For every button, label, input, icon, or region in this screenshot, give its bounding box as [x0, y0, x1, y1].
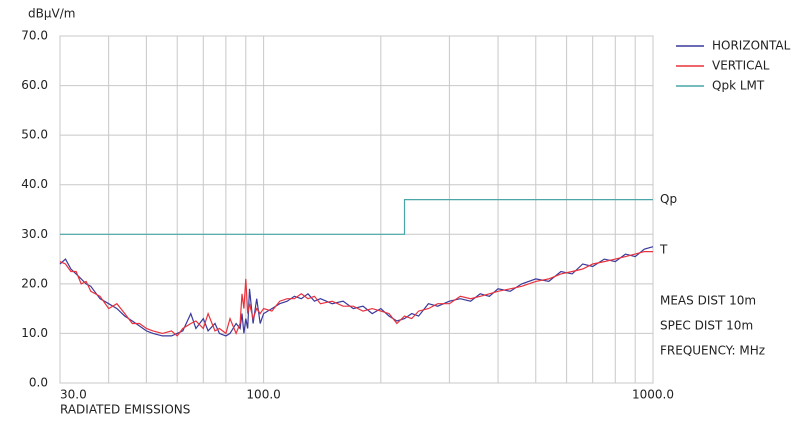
y-tick-label: 0.0	[29, 376, 48, 390]
y-tick-label: 50.0	[21, 128, 48, 142]
y-axis-label: dBμV/m	[28, 7, 75, 21]
annotation: MEAS DIST 10m	[660, 294, 756, 308]
legend-label: Qpk LMT	[712, 79, 765, 93]
series-line	[59, 251, 653, 337]
y-tick-label: 10.0	[21, 326, 48, 340]
annotation: FREQUENCY: MHz	[660, 344, 765, 358]
legend-label: VERTICAL	[712, 59, 770, 73]
y-tick-label: 40.0	[21, 177, 48, 191]
annotation: T	[659, 243, 668, 257]
series-line	[60, 199, 653, 235]
y-tick-label: 70.0	[21, 29, 48, 43]
x-tick-label: 30.0	[60, 388, 87, 402]
annotation: SPEC DIST 10m	[660, 319, 753, 333]
legend-label: HORIZONTAL	[712, 39, 791, 53]
y-tick-label: 60.0	[21, 78, 48, 92]
x-tick-label: 1000.0	[632, 388, 674, 402]
y-tick-label: 20.0	[21, 276, 48, 290]
series-line	[59, 246, 654, 337]
annotation: Qp	[660, 192, 677, 206]
x-axis-label: RADIATED EMISSIONS	[60, 403, 190, 417]
plot-area	[59, 35, 654, 384]
x-tick-label: 100.0	[246, 388, 280, 402]
y-tick-label: 30.0	[21, 227, 48, 241]
